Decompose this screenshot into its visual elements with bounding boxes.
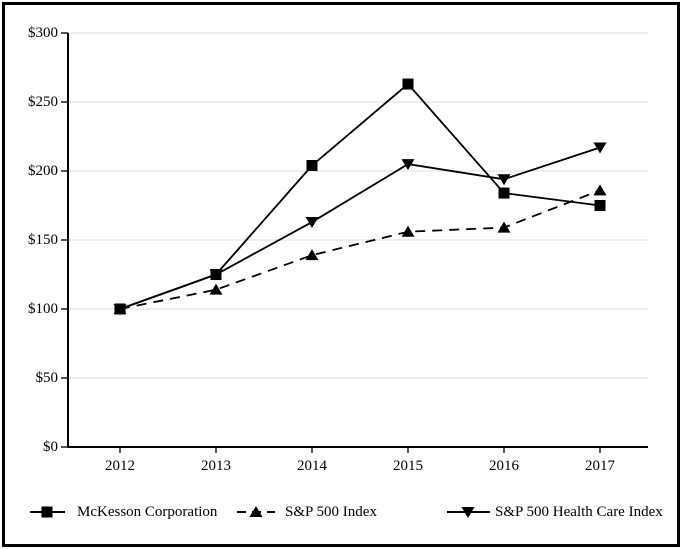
x-tick-label: 2013 bbox=[201, 458, 231, 474]
y-tick-label: $0 bbox=[43, 439, 58, 455]
series-line-s-p-500-health-care-index bbox=[119, 146, 601, 310]
x-axis-ticks-labels: 2012 2013 2014 2015 2016 2017 bbox=[105, 447, 616, 474]
series-line-mckesson-corporation bbox=[119, 82, 601, 310]
y-tick-label: $100 bbox=[28, 301, 58, 317]
series-line-s-p-500-index bbox=[119, 189, 601, 310]
legend-label: S&P 500 Index bbox=[285, 504, 377, 520]
series-marker-s-p-500-index bbox=[209, 283, 223, 295]
y-tick-label: $150 bbox=[28, 232, 58, 248]
series-marker-s-p-500-index bbox=[497, 221, 511, 233]
series-marker-s-p-500-health-care-index bbox=[593, 142, 607, 154]
legend-item-mckesson-corporation: McKesson Corporation bbox=[30, 504, 218, 520]
series-marker-s-p-500-health-care-index bbox=[401, 159, 415, 171]
x-tick-label: 2017 bbox=[585, 458, 616, 474]
series-marker-mckesson-corporation bbox=[594, 200, 606, 211]
y-tick-label: $200 bbox=[28, 163, 58, 179]
legend-item-s-p-500-health-care-index: S&P 500 Health Care Index bbox=[447, 504, 663, 520]
series-marker-mckesson-corporation bbox=[498, 187, 510, 199]
legend-marker-triangle-down bbox=[461, 507, 475, 518]
y-tick-label: $250 bbox=[28, 94, 58, 110]
legend-marker-triangle-up bbox=[249, 506, 263, 517]
data-series bbox=[113, 78, 607, 315]
series-marker-s-p-500-health-care-index bbox=[497, 174, 511, 186]
series-marker-mckesson-corporation bbox=[402, 78, 414, 90]
legend-label: McKesson Corporation bbox=[77, 504, 218, 520]
x-tick-label: 2014 bbox=[297, 458, 328, 474]
legend-item-s-p-500-index: S&P 500 Index bbox=[237, 504, 377, 520]
series-marker-s-p-500-health-care-index bbox=[305, 217, 319, 229]
series-marker-s-p-500-index bbox=[593, 184, 607, 196]
gridlines bbox=[69, 32, 648, 379]
x-tick-label: 2012 bbox=[105, 458, 135, 474]
legend-marker-square bbox=[41, 506, 53, 518]
series-marker-s-p-500-index bbox=[305, 249, 319, 261]
y-tick-label: $50 bbox=[36, 370, 59, 386]
series-marker-mckesson-corporation bbox=[114, 303, 126, 315]
x-tick-label: 2016 bbox=[489, 458, 520, 474]
series-marker-s-p-500-index bbox=[401, 225, 415, 237]
y-tick-label: $300 bbox=[28, 25, 58, 41]
x-tick-label: 2015 bbox=[393, 458, 423, 474]
legend-label: S&P 500 Health Care Index bbox=[495, 504, 663, 520]
series-marker-mckesson-corporation bbox=[306, 159, 318, 171]
series-marker-mckesson-corporation bbox=[210, 269, 222, 280]
legend: McKesson Corporation S&P 500 Index S&P 500… bbox=[30, 504, 663, 520]
y-axis-ticks-labels: $0 $50 $100 $150 $200 $250 $300 bbox=[28, 25, 68, 455]
